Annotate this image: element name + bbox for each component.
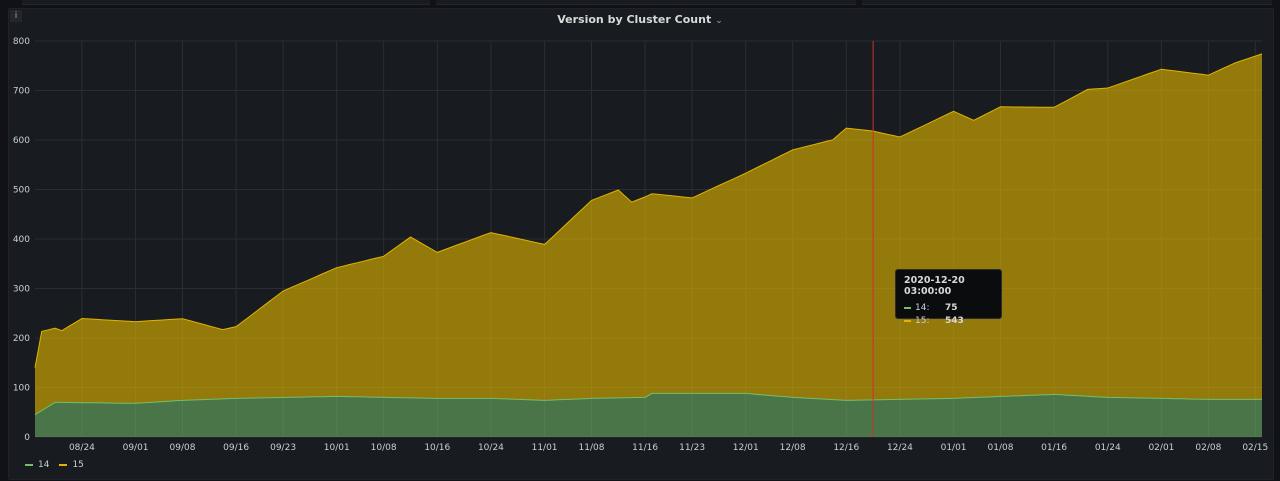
x-tick-label: 10/24 <box>478 443 504 453</box>
panel-title-text: Version by Cluster Count <box>557 13 712 26</box>
x-axis: 08/24 09/01 09/08 09/16 09/23 10/01 10/08 10/16… <box>69 443 1268 453</box>
y-tick-label: 300 <box>13 285 30 295</box>
legend-label-15: 15 <box>72 460 84 470</box>
series-14-area <box>35 393 1262 437</box>
tooltip-row-15: 15: 543 <box>904 314 993 327</box>
x-tick-label: 09/23 <box>270 443 296 453</box>
series-15-line <box>34 53 1263 368</box>
x-tick-label: 10/16 <box>424 443 450 453</box>
series-areas <box>34 53 1263 437</box>
adjacent-panel-3[interactable] <box>862 0 1272 5</box>
tooltip-row-14: 14: 75 <box>904 301 993 314</box>
legend-swatch-14 <box>25 464 33 466</box>
y-tick-label: 400 <box>13 235 30 245</box>
x-tick-label: 08/24 <box>69 443 95 453</box>
x-tick-label: 01/01 <box>941 443 967 453</box>
x-tick-label: 11/16 <box>632 443 658 453</box>
hover-tooltip: 2020-12-20 03:00:00 14: 75 15: 543 <box>895 269 1002 326</box>
tooltip-series-name: 15: <box>915 315 930 326</box>
x-tick-label: 10/01 <box>324 443 350 453</box>
y-tick-label: 100 <box>13 384 30 394</box>
legend-item-14[interactable]: 14 <box>25 460 49 470</box>
legend-item-15[interactable]: 15 <box>59 460 84 470</box>
x-tick-label: 01/24 <box>1095 443 1121 453</box>
x-tick-label: 02/08 <box>1195 443 1221 453</box>
info-icon[interactable]: i <box>10 10 22 22</box>
tooltip-series-value: 543 <box>945 315 964 326</box>
tooltip-time: 2020-12-20 03:00:00 <box>904 275 965 297</box>
y-tick-label: 200 <box>13 334 30 344</box>
tooltip-series-value: 75 <box>945 302 958 313</box>
y-tick-label: 500 <box>13 186 30 196</box>
x-tick-label: 11/23 <box>679 443 705 453</box>
series-15-area <box>35 53 1262 415</box>
y-axis: 0 100 200 300 400 500 600 700 800 <box>13 37 30 443</box>
x-tick-label: 11/08 <box>579 443 605 453</box>
chevron-down-icon: ⌄ <box>715 16 723 26</box>
y-tick-label: 700 <box>13 87 30 97</box>
x-tick-label: 09/08 <box>170 443 196 453</box>
panel-title[interactable]: Version by Cluster Count ⌄ <box>0 13 1280 26</box>
x-tick-label: 10/08 <box>371 443 397 453</box>
legend-label-14: 14 <box>38 460 50 470</box>
legend: 14 15 <box>25 460 94 470</box>
x-tick-label: 12/16 <box>833 443 859 453</box>
adjacent-panel-2[interactable] <box>436 0 856 5</box>
adjacent-panel-1[interactable] <box>22 0 430 5</box>
series-14-swatch <box>904 306 911 309</box>
x-tick-label: 02/01 <box>1148 443 1174 453</box>
x-tick-label: 02/15 <box>1242 443 1268 453</box>
x-tick-label: 01/16 <box>1041 443 1067 453</box>
series-14-line <box>34 392 1262 416</box>
y-tick-label: 800 <box>13 37 30 47</box>
x-tick-label: 09/01 <box>123 443 149 453</box>
y-tick-label: 0 <box>24 433 30 443</box>
series-15-swatch <box>904 319 911 322</box>
tooltip-series-name: 14: <box>915 302 930 313</box>
y-tick-label: 600 <box>13 136 30 146</box>
x-tick-label: 01/08 <box>988 443 1014 453</box>
x-tick-label: 12/24 <box>887 443 913 453</box>
adjacent-panels-strip <box>0 0 1280 6</box>
x-tick-label: 12/01 <box>733 443 759 453</box>
legend-swatch-15 <box>59 464 68 466</box>
x-tick-label: 11/01 <box>532 443 558 453</box>
x-tick-label: 09/16 <box>223 443 249 453</box>
x-tick-label: 12/08 <box>780 443 806 453</box>
